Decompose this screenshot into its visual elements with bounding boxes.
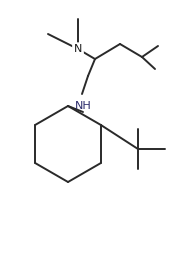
Text: NH: NH <box>75 101 91 111</box>
Text: N: N <box>74 44 82 54</box>
